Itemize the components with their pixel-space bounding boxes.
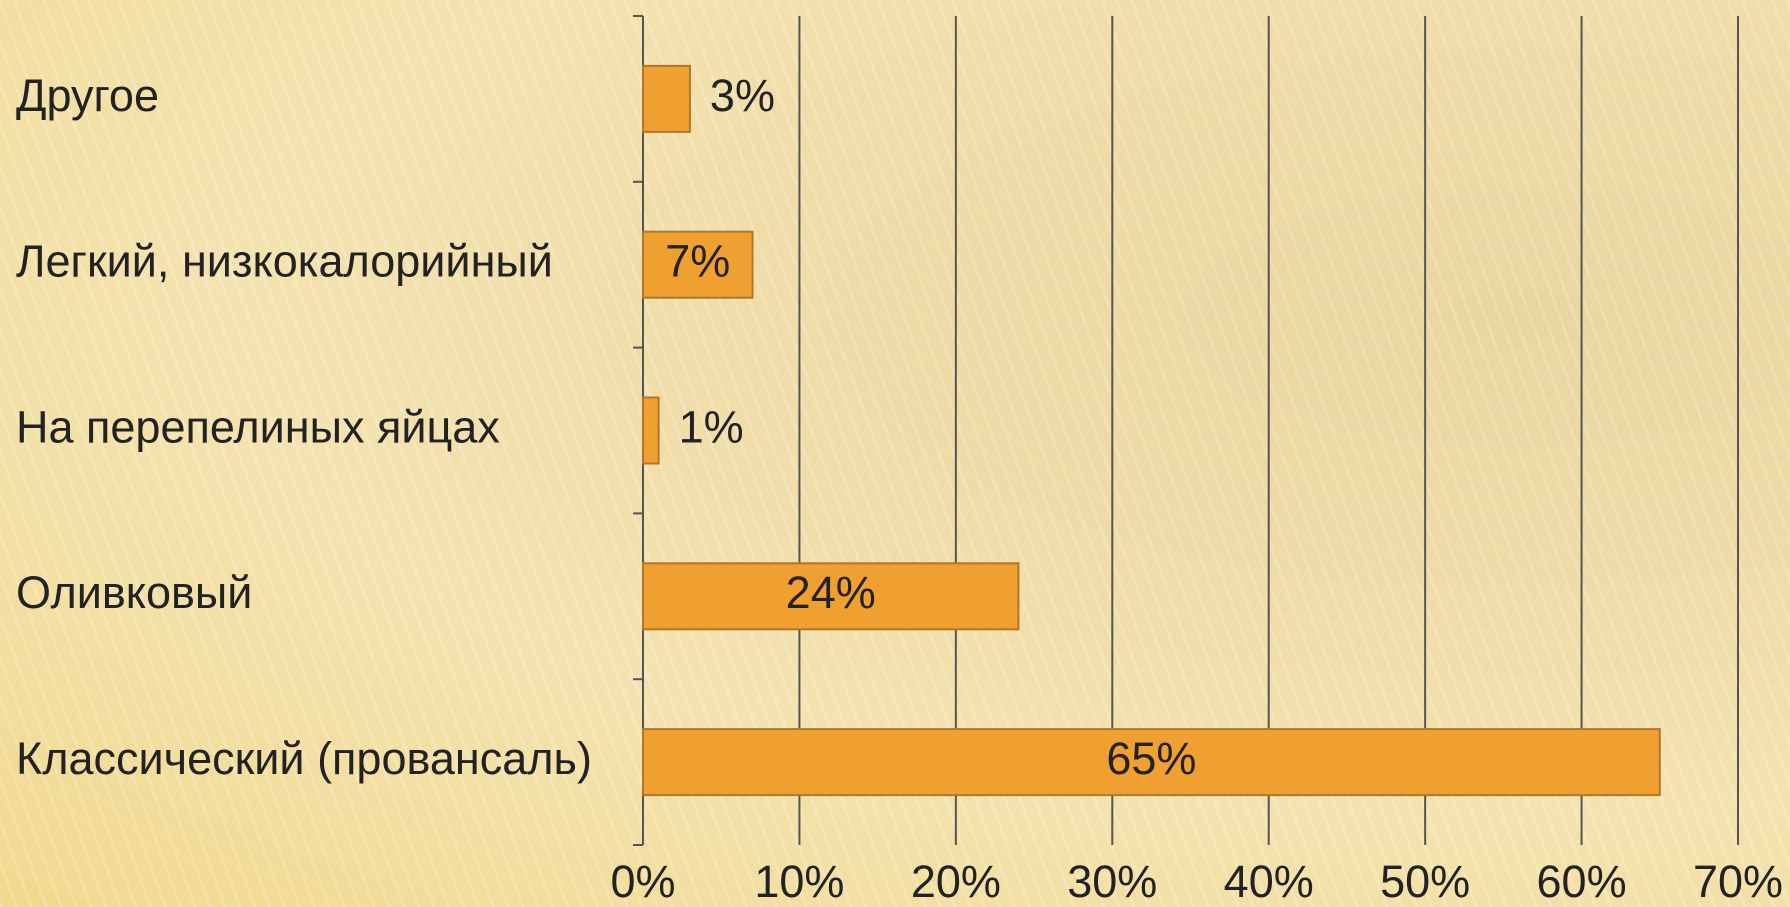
- x-tick-label: 30%: [1067, 856, 1157, 907]
- x-tick-label: 0%: [610, 856, 675, 907]
- bar: [642, 64, 691, 133]
- y-tick-label: Оливковый: [16, 567, 252, 618]
- value-label: 7%: [665, 236, 730, 287]
- value-label: 3%: [710, 70, 775, 121]
- x-tick-label: 50%: [1380, 856, 1470, 907]
- y-tick-label: Классический (провансаль): [16, 733, 592, 784]
- value-label: 24%: [786, 567, 876, 618]
- value-label: 65%: [1106, 733, 1196, 784]
- y-tick-label: На перепелиных яйцах: [16, 401, 500, 452]
- x-tick-label: 20%: [911, 856, 1001, 907]
- y-tick-label: Легкий, низкокалорийный: [16, 236, 553, 287]
- x-tick-label: 40%: [1224, 856, 1314, 907]
- x-tick-label: 10%: [754, 856, 844, 907]
- bar: [642, 230, 754, 299]
- bar: [642, 562, 1020, 631]
- bar: [642, 396, 660, 465]
- x-tick-label: 60%: [1537, 856, 1627, 907]
- value-label: 1%: [679, 401, 744, 452]
- y-tick-label: Другое: [16, 70, 159, 121]
- x-tick-label: 70%: [1693, 856, 1783, 907]
- bar: [642, 728, 1661, 797]
